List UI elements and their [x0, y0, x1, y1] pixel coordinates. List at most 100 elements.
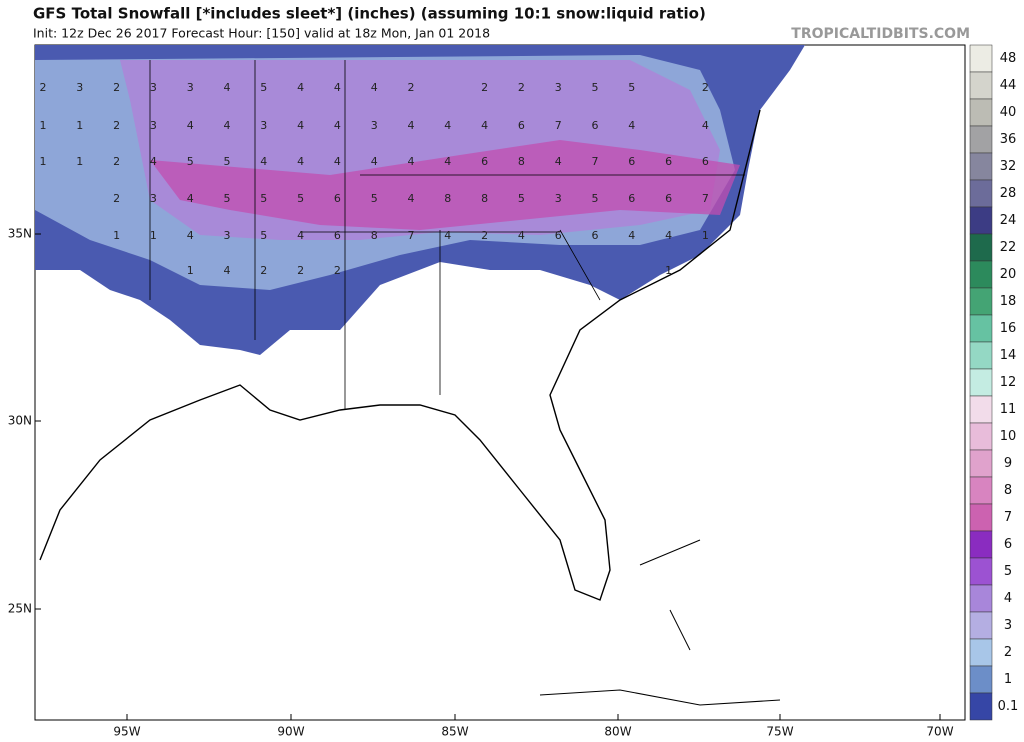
- snow-value: 5: [628, 81, 635, 94]
- snow-value: 4: [260, 155, 267, 168]
- snow-value: 4: [334, 155, 341, 168]
- snow-value: 1: [76, 155, 83, 168]
- snow-value: 5: [187, 155, 194, 168]
- snow-value: 7: [592, 155, 599, 168]
- snow-value: 3: [150, 119, 157, 132]
- colorbar-cell: [969, 368, 993, 397]
- snow-value: 5: [297, 192, 304, 205]
- snow-value: 4: [518, 229, 525, 242]
- snow-value: 7: [408, 229, 415, 242]
- snow-value: 4: [444, 229, 451, 242]
- map: [34, 44, 966, 721]
- colorbar-label: 5: [1004, 564, 1012, 579]
- colorbar-label: 24: [1000, 213, 1017, 228]
- snow-value: 1: [665, 264, 672, 277]
- snow-value: 4: [444, 155, 451, 168]
- snow-value: 2: [113, 81, 120, 94]
- colorbar-cell: [969, 422, 993, 451]
- snow-value: 1: [40, 155, 47, 168]
- snow-value: 4: [444, 119, 451, 132]
- colorbar-cell: [969, 449, 993, 478]
- snow-value: 1: [702, 229, 709, 242]
- snow-value: 6: [334, 229, 341, 242]
- snow-value: 7: [555, 119, 562, 132]
- snow-value: 3: [150, 81, 157, 94]
- snow-value: 7: [702, 192, 709, 205]
- snow-value: 1: [187, 264, 194, 277]
- snow-value: 2: [113, 119, 120, 132]
- colorbar-cell: [969, 98, 993, 127]
- snow-value: 1: [76, 119, 83, 132]
- lon-label: 95W: [113, 725, 140, 739]
- snow-value: 6: [665, 192, 672, 205]
- snow-value: 1: [113, 229, 120, 242]
- snow-value: 5: [260, 192, 267, 205]
- snow-value: 4: [665, 229, 672, 242]
- snow-value: 3: [187, 81, 194, 94]
- colorbar-cell: [969, 557, 993, 586]
- colorbar-label: 20: [1000, 267, 1017, 282]
- snow-value: 3: [371, 119, 378, 132]
- snow-value: 4: [408, 192, 415, 205]
- lat-label: 35N: [8, 227, 32, 241]
- colorbar-label: 48: [1000, 51, 1017, 66]
- snow-value: 2: [481, 229, 488, 242]
- colorbar-cell: [969, 530, 993, 559]
- snow-value: 4: [187, 192, 194, 205]
- colorbar-label: 9: [1004, 456, 1012, 471]
- snow-value: 3: [150, 192, 157, 205]
- colorbar-label: 4: [1004, 591, 1012, 606]
- colorbar-cell: [969, 584, 993, 613]
- lon-label: 85W: [441, 725, 468, 739]
- colorbar-cell: [969, 476, 993, 505]
- colorbar-label: 1: [1004, 672, 1012, 687]
- snow-value: 8: [518, 155, 525, 168]
- snow-value: 1: [150, 229, 157, 242]
- snow-value: 6: [518, 119, 525, 132]
- coastline: [39, 109, 761, 601]
- snow-value: 5: [260, 81, 267, 94]
- snow-value: 2: [40, 81, 47, 94]
- colorbar-label: 10: [1000, 429, 1017, 444]
- snow-value: 5: [224, 155, 231, 168]
- colorbar-label: 0.1: [998, 699, 1019, 714]
- snow-value: 2: [260, 264, 267, 277]
- colorbar-label: 22: [1000, 240, 1017, 255]
- snow-value: 8: [371, 229, 378, 242]
- snow-value: 4: [297, 119, 304, 132]
- snow-value: 4: [297, 155, 304, 168]
- colorbar-label: 16: [1000, 321, 1017, 336]
- snow-value: 4: [224, 81, 231, 94]
- snow-value: 4: [334, 81, 341, 94]
- snow-value: 2: [113, 155, 120, 168]
- snow-value: 5: [371, 192, 378, 205]
- lon-label: 75W: [766, 725, 793, 739]
- colorbar-cell: [969, 206, 993, 235]
- snow-value: 4: [187, 119, 194, 132]
- snow-value: 6: [592, 229, 599, 242]
- snow-value: 4: [297, 81, 304, 94]
- colorbar-label: 12: [1000, 375, 1017, 390]
- colorbar-label: 40: [1000, 105, 1017, 120]
- colorbar-cell: [969, 71, 993, 100]
- snow-value: 2: [334, 264, 341, 277]
- colorbar-cell: [969, 341, 993, 370]
- snow-value: 6: [555, 229, 562, 242]
- snow-value: 5: [592, 81, 599, 94]
- snow-value: 4: [628, 229, 635, 242]
- snow-value: 6: [334, 192, 341, 205]
- snow-value: 4: [150, 155, 157, 168]
- colorbar-label: 18: [1000, 294, 1017, 309]
- title: GFS Total Snowfall [*includes sleet*] (i…: [33, 5, 706, 23]
- subtitle: Init: 12z Dec 26 2017 Forecast Hour: [15…: [33, 26, 490, 41]
- snow-value: 4: [555, 155, 562, 168]
- colorbar-cell: [969, 395, 993, 424]
- snow-value: 4: [408, 155, 415, 168]
- snow-value: 1: [40, 119, 47, 132]
- snow-value: 8: [481, 192, 488, 205]
- colorbar-cell: [969, 665, 993, 694]
- snow-value: 4: [187, 229, 194, 242]
- snow-value: 6: [481, 155, 488, 168]
- colorbar-label: 28: [1000, 186, 1017, 201]
